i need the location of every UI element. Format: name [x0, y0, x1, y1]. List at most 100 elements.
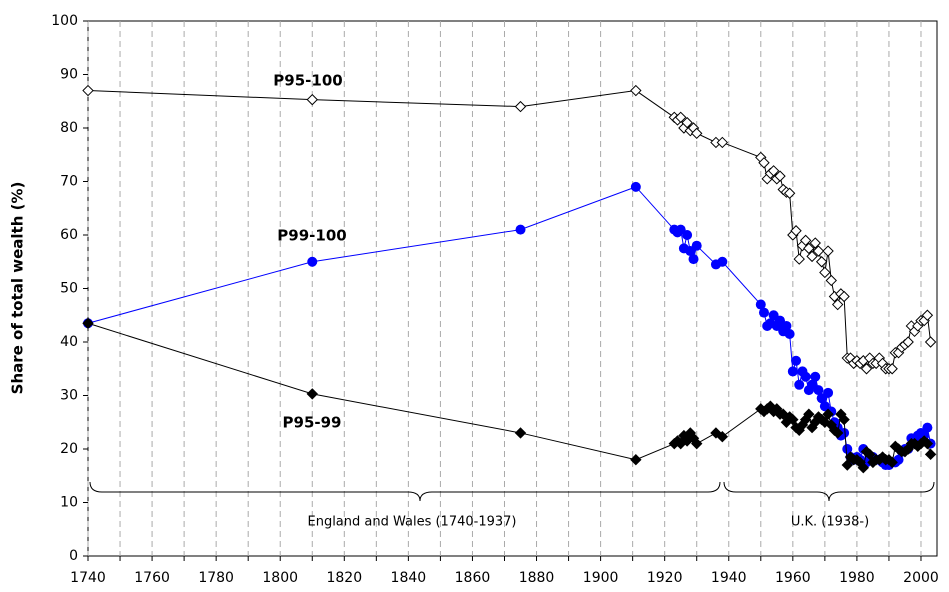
- annotation: England and Wales (1740-1937): [307, 515, 516, 530]
- point: [716, 430, 729, 443]
- y-tick-label: 0: [69, 548, 78, 564]
- point: [691, 127, 703, 140]
- point: [842, 444, 853, 454]
- point: [799, 234, 812, 247]
- point: [864, 448, 876, 461]
- point: [783, 187, 796, 199]
- point: [886, 456, 898, 469]
- point: [839, 427, 850, 438]
- y-tick-label: 80: [60, 120, 78, 136]
- point: [306, 388, 318, 400]
- point: [774, 170, 786, 182]
- point: [819, 266, 831, 279]
- point: [691, 240, 702, 251]
- plot-area: [87, 20, 938, 557]
- point: [791, 355, 802, 366]
- point: [82, 84, 94, 97]
- point: [838, 413, 850, 426]
- point: [822, 245, 834, 257]
- y-tick-label: 10: [60, 495, 78, 511]
- y-tick-label: 20: [60, 441, 78, 457]
- x-tick-label: 2000: [903, 570, 939, 586]
- x-tick-label: 1840: [391, 570, 427, 586]
- x-tick-label: 1940: [711, 570, 747, 586]
- x-tick-label: 1880: [519, 570, 555, 586]
- y-tick-label: 40: [60, 334, 78, 350]
- point: [886, 363, 898, 375]
- point: [682, 230, 693, 240]
- x-tick-label: 1860: [455, 570, 491, 586]
- x-tick-label: 1960: [775, 570, 811, 586]
- series-label: P95-100: [273, 72, 342, 90]
- point: [767, 165, 780, 177]
- point: [806, 250, 818, 263]
- point: [822, 408, 834, 420]
- point: [758, 157, 770, 169]
- point: [787, 413, 799, 426]
- point: [857, 462, 870, 474]
- point: [803, 242, 815, 255]
- point: [307, 256, 318, 267]
- point: [787, 366, 798, 377]
- x-tick-label: 1900: [583, 570, 619, 586]
- point: [810, 371, 821, 382]
- point: [825, 274, 837, 287]
- x-tick-label: 1740: [70, 570, 106, 586]
- point: [809, 237, 821, 249]
- point: [514, 100, 527, 113]
- x-tick-label: 1920: [647, 570, 683, 586]
- y-tick-label: 60: [60, 227, 78, 243]
- point: [924, 336, 937, 348]
- y-axis-title: Share of total wealth (%): [9, 182, 27, 395]
- point: [921, 437, 934, 450]
- point: [790, 225, 802, 237]
- point: [716, 136, 729, 149]
- y-tick-label: 90: [60, 67, 78, 83]
- point: [924, 448, 937, 461]
- y-tick-label: 100: [51, 13, 78, 29]
- point: [515, 224, 526, 235]
- point: [688, 254, 699, 265]
- x-tick-label: 1820: [326, 570, 362, 586]
- point: [831, 427, 844, 439]
- point: [921, 309, 934, 321]
- point: [841, 459, 854, 471]
- point: [781, 320, 792, 331]
- point: [902, 336, 914, 348]
- point: [831, 298, 844, 311]
- point: [82, 317, 94, 329]
- point: [758, 307, 769, 318]
- point: [755, 299, 766, 310]
- series-label: P99-100: [277, 227, 346, 245]
- series-label: P95-99: [283, 414, 342, 432]
- point: [838, 290, 850, 303]
- point: [823, 387, 834, 398]
- point: [800, 371, 811, 382]
- x-tick-label: 1800: [262, 570, 298, 586]
- y-tick-label: 30: [60, 388, 78, 404]
- point: [784, 328, 795, 339]
- annotation: U.K. (1938-): [791, 515, 869, 530]
- x-tick-label: 1980: [839, 570, 875, 586]
- point: [803, 408, 815, 420]
- point: [794, 379, 805, 390]
- point: [793, 253, 805, 265]
- point: [630, 453, 642, 466]
- point: [922, 422, 933, 433]
- y-tick-label: 70: [60, 174, 78, 190]
- point: [813, 385, 824, 396]
- point: [815, 256, 828, 268]
- y-tick-label: 50: [60, 281, 78, 297]
- point: [674, 111, 687, 124]
- point: [812, 245, 825, 257]
- point: [691, 437, 703, 450]
- brace: [723, 481, 935, 502]
- point: [514, 427, 527, 439]
- point: [860, 363, 873, 375]
- point: [717, 256, 728, 267]
- point: [681, 116, 693, 129]
- point: [630, 84, 642, 97]
- brace: [89, 481, 721, 502]
- x-tick-label: 1760: [134, 570, 170, 586]
